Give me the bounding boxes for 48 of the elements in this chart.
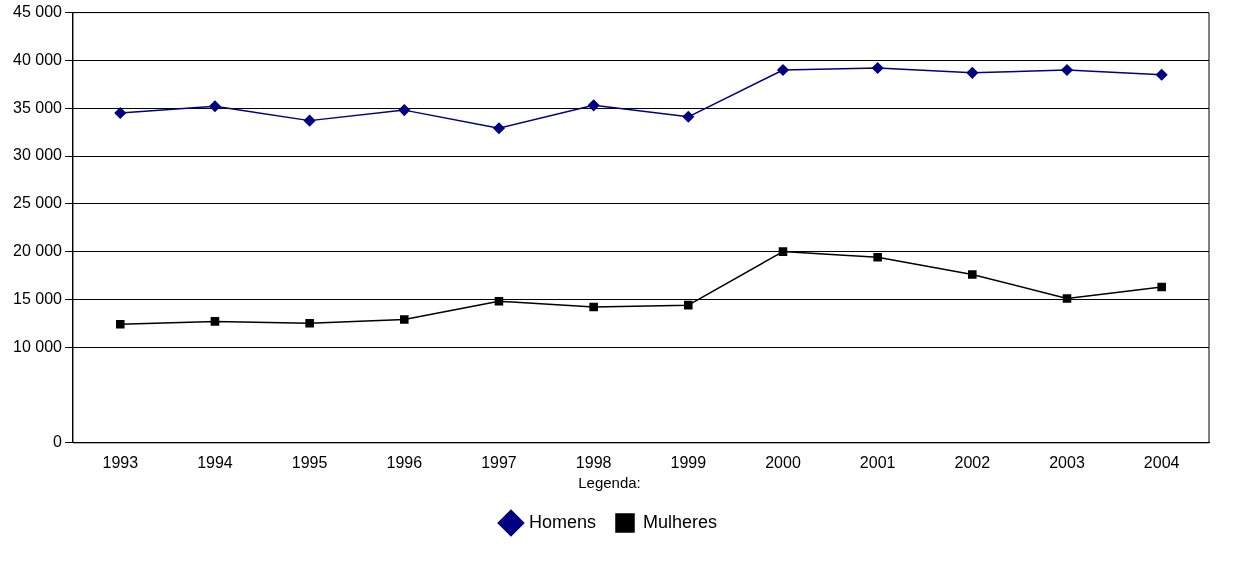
legend-label: Homens [528,511,596,532]
y-tick-label: 35 000 [13,98,63,116]
x-tick-label: 1995 [291,453,328,471]
point [966,67,979,79]
point [682,111,695,123]
legend-title: Legenda: [578,473,641,491]
x-tick-label: 2003 [1049,453,1085,471]
x-tick-label: 1999 [670,453,707,471]
x-tick-label: 1997 [481,453,517,471]
point [305,319,314,328]
point [587,99,600,112]
y-tick-label: 30 000 [13,146,63,164]
x-tick-label: 2004 [1143,453,1180,471]
y-tick-label: 15 000 [13,289,63,307]
point [871,62,884,74]
point [493,122,505,135]
x-tick-label: 1993 [102,453,139,471]
y-tick-label: 20 000 [13,242,63,260]
point [968,270,977,279]
y-tick-label: 10 000 [13,337,63,355]
y-tick-label: 0 [53,433,63,451]
point [778,247,788,256]
point [494,297,504,306]
point [114,107,127,119]
point [1157,282,1166,292]
point [873,253,882,262]
x-tick-label: 2002 [954,453,991,471]
x-tick-label: 2000 [765,453,801,471]
x-tick-label: 1994 [197,453,233,471]
x-tick-label: 1998 [575,453,612,471]
legend-label: Mulheres [643,511,718,532]
point [1155,68,1168,81]
x-tick-label: 1996 [386,453,423,471]
point [210,317,220,326]
x-tick-label: 2001 [859,453,896,471]
point [589,302,598,312]
y-tick-label: 25 000 [13,194,63,212]
point [684,300,693,310]
point [115,319,125,329]
point [1061,64,1073,76]
y-tick-label: 40 000 [13,50,63,68]
point [303,114,316,127]
point [400,315,409,324]
y-tick-label: 45 000 [13,3,63,21]
point [1062,294,1072,303]
point [398,104,411,116]
point [209,100,221,113]
point [777,64,789,76]
